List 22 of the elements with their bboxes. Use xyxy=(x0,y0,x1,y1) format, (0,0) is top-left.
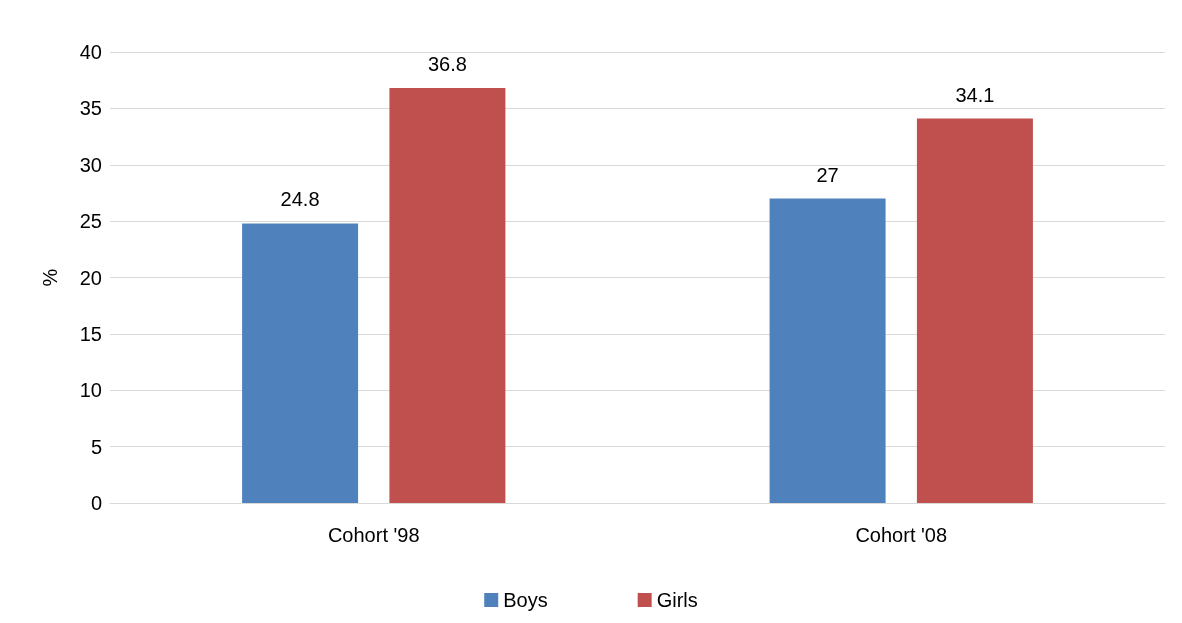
legend-label: Boys xyxy=(503,589,548,611)
y-tick-label: 35 xyxy=(79,97,102,120)
y-tick-label: 25 xyxy=(79,210,102,233)
y-tick-label: 40 xyxy=(79,41,102,63)
bar xyxy=(769,198,886,503)
data-label: 36.8 xyxy=(427,53,467,76)
bar xyxy=(916,118,1033,503)
y-tick-label: 15 xyxy=(79,322,102,345)
data-label: 24.8 xyxy=(280,188,320,211)
y-tick-label: 20 xyxy=(79,266,102,289)
y-tick-label: 30 xyxy=(79,153,102,176)
data-label: 27 xyxy=(816,163,839,186)
x-tick-label: Cohort '08 xyxy=(855,524,948,546)
y-axis-title: % xyxy=(39,268,61,287)
y-tick-label: 5 xyxy=(90,435,102,458)
bar xyxy=(389,88,506,503)
y-tick-label: 10 xyxy=(79,379,102,402)
y-tick-label: 0 xyxy=(90,492,102,514)
bar xyxy=(242,223,359,503)
legend-label: Girls xyxy=(656,589,698,611)
x-tick-label: Cohort '98 xyxy=(327,524,420,546)
data-label: 34.1 xyxy=(955,83,995,106)
